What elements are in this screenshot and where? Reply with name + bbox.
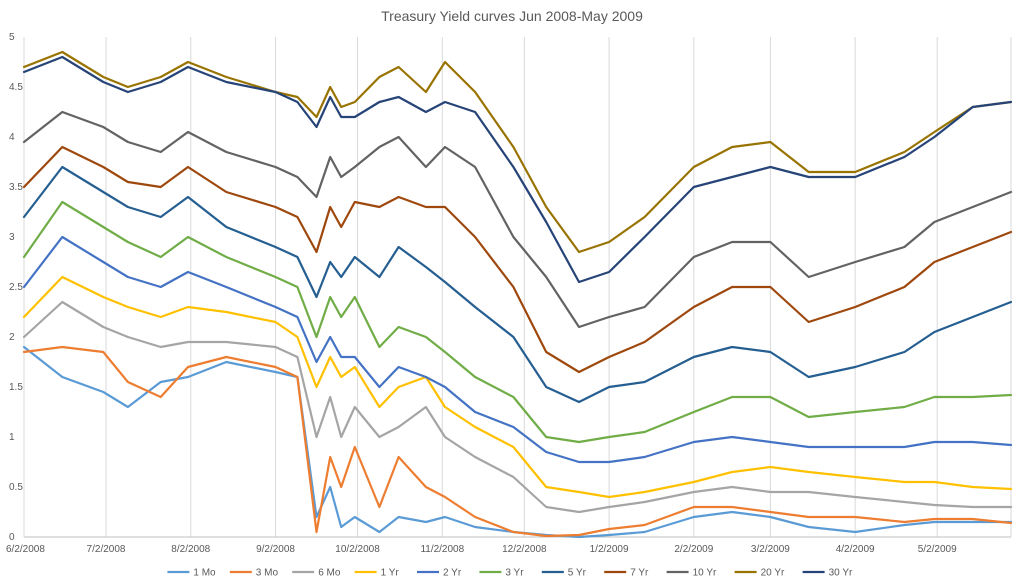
axis-layer: 0 0.5 1 1.5 2 2.5 3 3.5 4 4.5 5 6/2/2008 7/2/2008 8/2…: [6, 32, 1011, 555]
x-tick-label: 11/2/2008: [420, 544, 464, 555]
y-tick-label: 4.5: [9, 82, 23, 93]
y-tick-label: 1: [9, 432, 15, 443]
x-tick-label: 5/2/2009: [918, 544, 957, 555]
legend-item: 2 Yr: [417, 568, 462, 579]
series-layer: [22, 50, 1013, 539]
legend-label: 20 Yr: [761, 568, 785, 579]
series-line-30-yr: [22, 55, 1013, 284]
series-line-20-yr: [22, 50, 1013, 254]
series-line-7-yr: [22, 145, 1013, 374]
legend-item: 10 Yr: [666, 568, 717, 579]
chart-title: Treasury Yield curves Jun 2008-May 2009: [381, 8, 643, 24]
y-tick-label: 2.5: [9, 282, 23, 293]
legend-label: 1 Mo: [193, 568, 216, 579]
y-tick-label: 5: [9, 32, 15, 43]
series-line-5-yr: [22, 165, 1013, 404]
x-tick-label: 3/2/2009: [751, 544, 790, 555]
legend-label: 1 Yr: [381, 568, 400, 579]
legend-label: 2 Yr: [443, 568, 462, 579]
legend-item: 6 Mo: [292, 568, 341, 579]
series-line-10-yr: [22, 110, 1013, 329]
y-tick-label: 2: [9, 332, 15, 343]
x-tick-label: 10/2/2008: [335, 544, 380, 555]
legend-label: 6 Mo: [318, 568, 341, 579]
x-tick-label: 7/2/2008: [87, 544, 126, 555]
legend-item: 1 Yr: [354, 568, 400, 579]
x-tick-label: 9/2/2008: [256, 544, 295, 555]
legend-label: 3 Yr: [505, 568, 524, 579]
y-tick-label: 0.5: [9, 482, 23, 493]
legend-item: 3 Yr: [479, 568, 524, 579]
legend-item: 7 Yr: [604, 568, 649, 579]
x-tick-label: 12/2/2008: [502, 544, 547, 555]
x-tick-label: 1/2/2009: [590, 544, 629, 555]
legend-item: 1 Mo: [167, 568, 216, 579]
y-tick-label: 1.5: [9, 382, 23, 393]
x-tick-label: 8/2/2008: [171, 544, 210, 555]
legend-label: 5 Yr: [568, 568, 587, 579]
legend-item: 5 Yr: [541, 568, 587, 579]
legend-item: 3 Mo: [229, 568, 279, 579]
y-tick-label: 0: [9, 532, 15, 543]
y-tick-label: 3.5: [9, 182, 23, 193]
series-line-6-mo: [22, 300, 1013, 514]
grid-layer: [23, 37, 1012, 537]
legend-label: 10 Yr: [693, 568, 717, 579]
legend: 1 Mo 3 Mo 6 Mo 1 Yr 2 Yr 3 Yr 5 Yr 7 Yr 10 Yr 20 …: [167, 568, 853, 579]
x-tick-label: 2/2/2009: [674, 544, 713, 555]
series-line-2-yr: [22, 235, 1013, 464]
y-tick-label: 3: [9, 232, 15, 243]
series-line-1-mo: [22, 345, 1013, 539]
x-tick-label: 4/2/2009: [836, 544, 875, 555]
series-line-3-mo: [22, 345, 1013, 538]
legend-label: 7 Yr: [630, 568, 649, 579]
legend-item: 20 Yr: [734, 568, 785, 579]
legend-label: 30 Yr: [829, 568, 853, 579]
series-line-3-yr: [22, 200, 1013, 444]
legend-item: 30 Yr: [802, 568, 853, 579]
legend-label: 3 Mo: [256, 568, 279, 579]
y-tick-label: 4: [9, 132, 15, 143]
x-tick-label: 6/2/2008: [6, 544, 45, 555]
series-line-1-yr: [22, 275, 1013, 499]
